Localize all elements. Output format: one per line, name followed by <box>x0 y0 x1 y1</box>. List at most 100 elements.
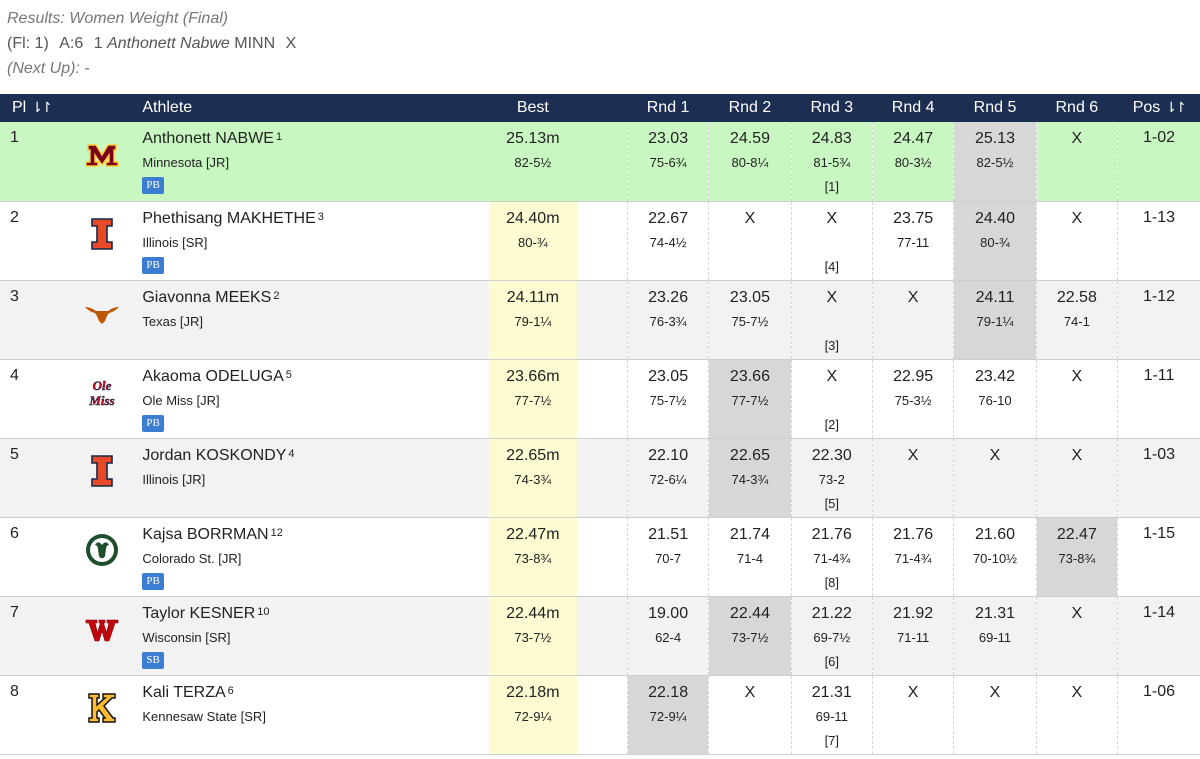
athlete-cell: Giavonna MEEKS 2 Texas [JR] <box>142 280 489 359</box>
seed-number: 1 <box>275 131 283 143</box>
position-cell: 1-03 <box>1117 438 1200 517</box>
round-2-cell: X <box>708 675 792 754</box>
attempt-imperial: 80-¾ <box>980 234 1010 250</box>
round-1-cell: 23.26 76-3¾ <box>626 280 709 359</box>
sort-icon[interactable]: ⇂↾ <box>1165 99 1187 115</box>
round-2-column-header: Rnd 2 <box>728 99 772 116</box>
round-6-cell: X <box>1035 359 1118 438</box>
prelim-rank: [4] <box>824 258 840 274</box>
athlete-team: Kennesaw State [SR] <box>142 708 266 724</box>
place-column-header[interactable]: Pl ⇂↾ <box>12 99 53 116</box>
round-6-column-header: Rnd 6 <box>1055 99 1099 116</box>
athlete-cell: Akaoma ODELUGA 5 Ole Miss [JR] PB <box>142 359 489 438</box>
attempt-mark: X <box>744 683 756 701</box>
athlete-name-text[interactable]: Anthonett NABWE <box>142 130 274 147</box>
table-header-row: Pl ⇂↾ Athlete Best Rnd 1 Rnd 2 Rnd 3 Rnd … <box>0 94 1200 122</box>
attempt-mark: 21.76 <box>893 525 934 543</box>
position-cell: 1-13 <box>1117 201 1200 280</box>
athlete-team: Colorado St. [JR] <box>142 550 242 566</box>
round-5-cell: 24.11 79-1¼ <box>953 280 1037 359</box>
best-mark-metric: 24.40m <box>506 209 560 227</box>
athlete-name-text[interactable]: Kajsa BORRMAN <box>142 525 269 543</box>
round-5-cell: X <box>953 675 1037 754</box>
position-cell: 1-14 <box>1117 596 1200 675</box>
place-cell: 1 <box>10 129 19 146</box>
attempt-imperial: 69-11 <box>815 708 848 724</box>
personal-best-badge: PB <box>142 256 164 274</box>
attempt-mark: 22.47 <box>1056 525 1097 543</box>
athlete-name[interactable]: Phethisang MAKHETHE 3 <box>142 209 489 229</box>
attempt-imperial: 80-3½ <box>894 155 932 170</box>
attempt-mark: 24.47 <box>893 130 934 147</box>
round-3-cell: X [3] <box>790 280 873 359</box>
best-mark-imperial: 73-8¾ <box>514 550 552 566</box>
athlete-name[interactable]: Jordan KOSKONDY 4 <box>142 446 489 466</box>
position-column-header[interactable]: Pos ⇂↾ <box>1132 99 1187 116</box>
athlete-team: Ole Miss [JR] <box>142 392 220 408</box>
athlete-name[interactable]: Kali TERZA 6 <box>142 683 489 703</box>
attempt-mark: X <box>1071 367 1083 385</box>
spacer-cell <box>577 280 628 359</box>
place-cell: 7 <box>10 603 19 621</box>
attempt-imperial: 76-10 <box>978 392 1012 408</box>
athlete-name[interactable]: Taylor KESNER 10 <box>142 604 489 624</box>
attempt-mark: 23.42 <box>974 367 1016 385</box>
athlete-name-text[interactable]: Phethisang MAKHETHE <box>142 209 316 227</box>
athlete-name-text[interactable]: Jordan KOSKONDY <box>142 446 287 464</box>
current-order: 1 <box>93 35 103 52</box>
athlete-name-text[interactable]: Akaoma ODELUGA <box>142 367 284 385</box>
attempt-imperial: 80-8¼ <box>731 155 769 170</box>
athlete-name-text[interactable]: Kali TERZA <box>142 683 226 701</box>
svg-text:Miss: Miss <box>88 393 114 408</box>
attempt-imperial: 74-1 <box>1063 313 1090 329</box>
athlete-name[interactable]: Giavonna MEEKS 2 <box>142 288 489 308</box>
attempt-mark: 23.03 <box>648 130 689 147</box>
best-column-header: Best <box>516 99 549 116</box>
table-row: 8 Kali TERZA 6 Kennesaw State [SR] 22.18m 72-… <box>0 675 1200 754</box>
position-cell: 1-11 <box>1117 359 1200 438</box>
round-2-cell: 22.65 74-3¾ <box>708 438 792 517</box>
prelim-rank: [3] <box>824 337 840 353</box>
team-logo-cell <box>61 201 142 280</box>
attempt-mark: X <box>826 209 838 227</box>
attempt-imperial: 62-4 <box>655 629 682 645</box>
seed-number: 3 <box>317 210 324 223</box>
round-5-cell: X <box>953 438 1037 517</box>
best-mark-cell: 23.66m 77-7½ <box>489 359 577 438</box>
attempt-mark: 22.18 <box>648 683 689 701</box>
attempt-mark: X <box>1071 446 1083 464</box>
table-row: 1 Anthonett NABWE 1 Minnesota [JR] PB 25.13m 8… <box>0 122 1200 201</box>
wisconsin-logo <box>84 611 120 647</box>
attempt-imperial: 73-2 <box>818 471 845 487</box>
season-best-badge: SB <box>142 651 164 669</box>
attempt-imperial: 71-4 <box>736 550 763 566</box>
sort-icon[interactable]: ⇂↾ <box>31 99 53 115</box>
table-row: 3 Giavonna MEEKS 2 Texas [JR] 24.11m 79-1¼ 23.… <box>0 280 1200 359</box>
athlete-team: Minnesota [JR] <box>142 155 230 170</box>
attempt-mark: 24.83 <box>811 130 852 147</box>
attempt-imperial: 75-6¾ <box>649 155 687 170</box>
athlete-name-text[interactable]: Taylor KESNER <box>142 604 256 622</box>
athlete-name[interactable]: Akaoma ODELUGA 5 <box>142 367 489 387</box>
flight-label: (Fl: 1) <box>7 35 49 52</box>
round-5-cell: 23.42 76-10 <box>953 359 1037 438</box>
attempt-mark: X <box>989 446 1001 464</box>
attempt-mark: 24.59 <box>729 130 770 147</box>
round-2-cell: 24.59 80-8¼ <box>708 122 792 201</box>
team-logo-cell <box>61 438 142 517</box>
athlete-name[interactable]: Anthonett NABWE 1 <box>142 129 489 149</box>
attempt-mark: X <box>826 288 838 306</box>
athlete-name-text[interactable]: Giavonna MEEKS <box>142 288 272 306</box>
spacer-cell <box>577 201 628 280</box>
round-6-cell: X <box>1035 438 1118 517</box>
table-row: 6 Kajsa BORRMAN 12 Colorado St. [JR] PB 22.47… <box>0 517 1200 596</box>
attempt-mark: 21.74 <box>729 525 770 543</box>
prelim-rank: [8] <box>824 574 840 590</box>
round-5-cell: 25.13 82-5½ <box>953 122 1037 201</box>
best-mark-metric: 24.11m <box>506 288 559 306</box>
best-mark-metric: 22.44m <box>506 604 560 622</box>
athlete-name[interactable]: Kajsa BORRMAN 12 <box>142 525 489 545</box>
round-1-cell: 19.00 62-4 <box>626 596 709 675</box>
ole-miss-logo: Ole Miss <box>84 374 120 410</box>
round-2-cell: 21.74 71-4 <box>708 517 792 596</box>
